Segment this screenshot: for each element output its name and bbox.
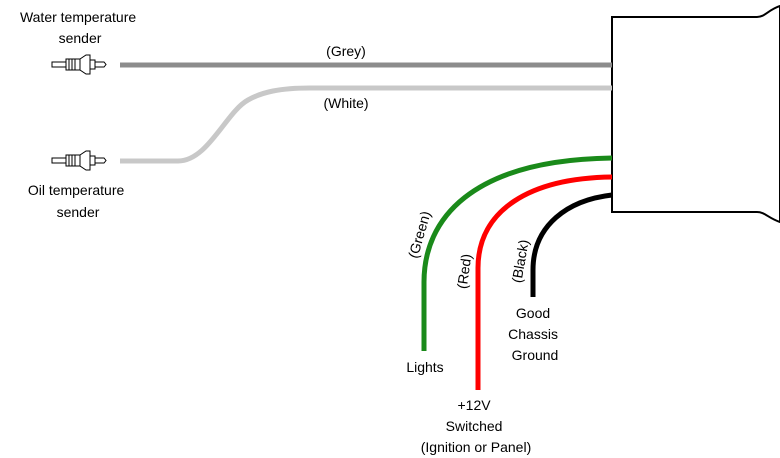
red-wire <box>475 174 613 390</box>
switched-12v-label: +12V Switched (Ignition or Panel) <box>421 397 532 455</box>
water-sender-icon <box>51 54 107 75</box>
oil-sender-label: Oil temperature sender <box>28 182 128 220</box>
white-wire-label: (White) <box>323 95 368 111</box>
green-wire <box>421 155 613 351</box>
black-wire-label: (Black) <box>508 238 531 284</box>
water-sender-label: Water temperature sender <box>20 9 140 46</box>
white-wire <box>120 85 612 164</box>
black-wire <box>530 192 613 297</box>
lights-label: Lights <box>406 359 443 375</box>
grey-wire-label: (Grey) <box>326 43 366 59</box>
gauge-body <box>611 4 780 224</box>
chassis-ground-label: Good Chassis Ground <box>508 305 562 363</box>
oil-sender-icon <box>51 150 107 171</box>
red-wire-label: (Red) <box>454 253 475 290</box>
